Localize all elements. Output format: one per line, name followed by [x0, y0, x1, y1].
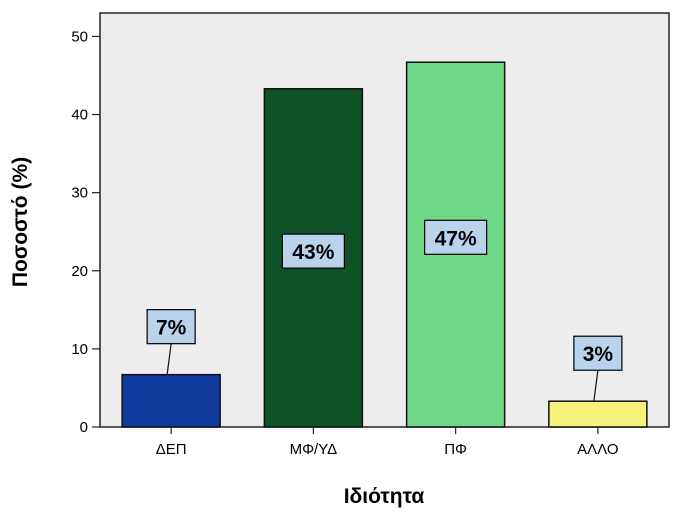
data-label-text: 7% — [156, 317, 187, 340]
data-label: 47% — [424, 219, 488, 255]
data-label-text: 3% — [583, 343, 614, 366]
data-label-box — [146, 309, 196, 345]
data-label-box — [281, 233, 345, 269]
data-labels: 7% 43% 47% 3% — [146, 219, 623, 402]
x-axis-title: Ιδιότητα — [344, 485, 425, 508]
y-axis-title: Ποσοστό (%) — [9, 157, 32, 287]
x-tick-label: ΔΕΠ — [156, 441, 187, 458]
x-axis: ΔΕΠ ΜΦ/ΥΔ ΠΦ ΑΛΛΟ — [156, 427, 619, 458]
y-tick-label: 20 — [71, 263, 88, 280]
x-tick-label: ΠΦ — [444, 441, 467, 458]
x-tick-label: ΑΛΛΟ — [577, 441, 618, 458]
y-tick-label: 0 — [80, 419, 88, 436]
data-label-text: 43% — [292, 241, 334, 264]
data-label-box — [573, 335, 623, 371]
data-label-box — [424, 219, 488, 255]
y-axis: 0 10 20 30 40 50 — [71, 28, 100, 436]
data-label-text: 47% — [435, 227, 477, 250]
data-label: 3% — [573, 335, 623, 402]
data-label: 43% — [281, 233, 345, 269]
data-label-leader — [593, 370, 599, 402]
y-tick-label: 40 — [71, 107, 88, 124]
y-tick-label: 30 — [71, 185, 88, 202]
y-tick-label: 50 — [71, 28, 88, 45]
bar — [548, 400, 648, 428]
data-label: 7% — [146, 309, 196, 375]
data-label-leader — [166, 343, 172, 375]
x-tick-label: ΜΦ/ΥΔ — [290, 441, 338, 458]
y-tick-label: 10 — [71, 341, 88, 358]
bar — [121, 373, 221, 428]
